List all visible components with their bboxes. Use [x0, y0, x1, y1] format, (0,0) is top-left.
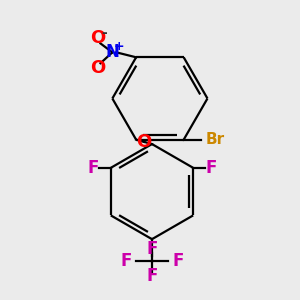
Text: Br: Br: [206, 132, 225, 147]
Text: F: F: [172, 252, 183, 270]
Text: +: +: [114, 40, 124, 53]
Text: F: F: [146, 267, 158, 285]
Text: O: O: [136, 133, 152, 151]
Text: O: O: [90, 29, 105, 47]
Text: F: F: [87, 159, 99, 177]
Text: O: O: [90, 59, 105, 77]
Text: F: F: [121, 252, 132, 270]
Text: F: F: [146, 240, 158, 258]
Text: F: F: [205, 159, 217, 177]
Text: -: -: [102, 26, 107, 40]
Text: N: N: [105, 43, 119, 61]
